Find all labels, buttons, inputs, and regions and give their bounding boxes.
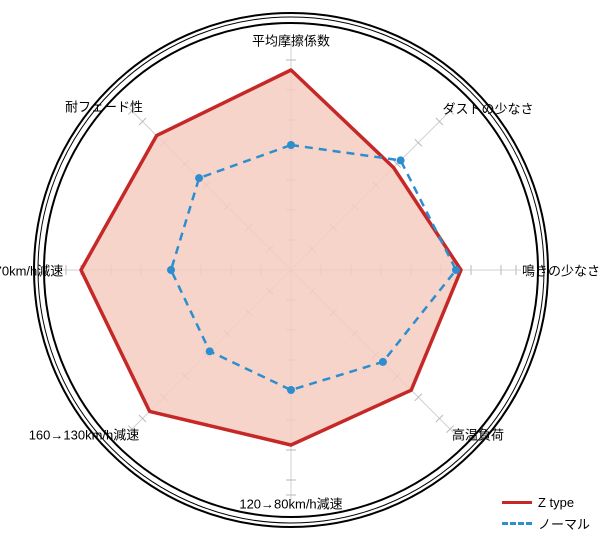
legend-swatch — [502, 522, 532, 525]
series-marker — [287, 141, 295, 149]
legend-swatch — [502, 501, 532, 504]
series-marker — [167, 266, 175, 274]
legend-label: ノーマル — [538, 514, 590, 533]
legend-item: ノーマル — [502, 514, 590, 533]
series-marker — [287, 386, 295, 394]
series-marker — [379, 358, 387, 366]
series-marker — [397, 156, 405, 164]
legend-label: Z type — [538, 495, 574, 510]
radar-chart-svg — [0, 0, 600, 543]
series-marker — [195, 174, 203, 182]
series-Z type — [81, 70, 461, 445]
legend-item: Z type — [502, 495, 590, 510]
radar-chart-container: 平均摩擦係数ダストの少なさ鳴きの少なさ高温負荷120→80km/h減速160→1… — [0, 0, 600, 543]
series-marker — [452, 266, 460, 274]
legend: Z type ノーマル — [502, 491, 590, 533]
series-marker — [206, 347, 214, 355]
